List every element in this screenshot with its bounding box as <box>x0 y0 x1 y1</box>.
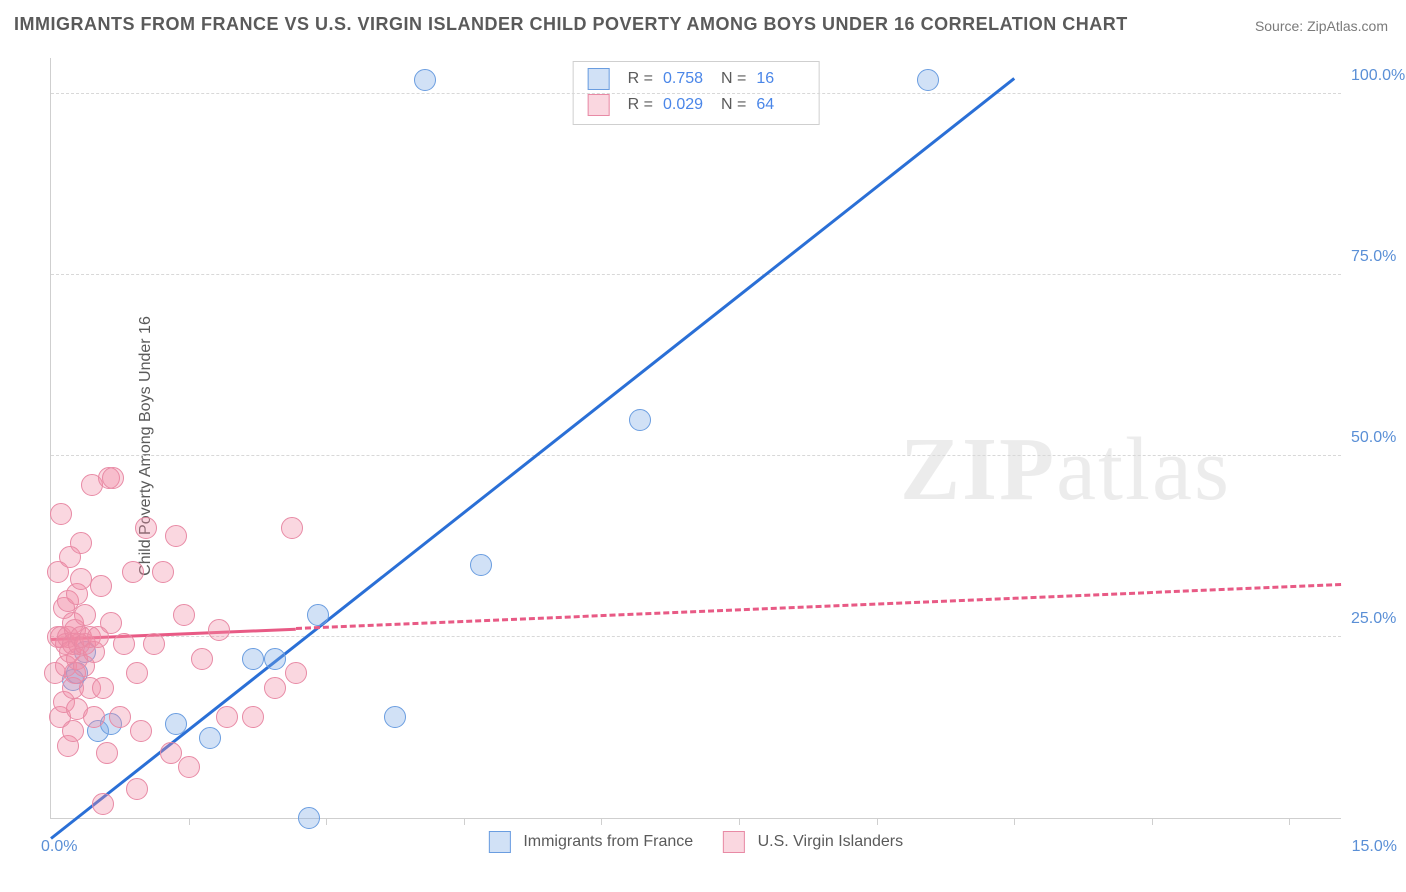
source-label: Source: ZipAtlas.com <box>1255 18 1388 34</box>
x-tick <box>1152 818 1153 825</box>
scatter-marker-usvi <box>70 532 92 554</box>
scatter-marker-france <box>199 727 221 749</box>
watermark: ZIPatlas <box>900 418 1231 521</box>
scatter-marker-usvi <box>109 706 131 728</box>
scatter-marker-usvi <box>178 756 200 778</box>
stats-row-usvi: R = 0.029 N = 64 <box>588 92 805 118</box>
scatter-marker-usvi <box>208 619 230 641</box>
grid-line <box>51 636 1341 637</box>
scatter-marker-france <box>917 69 939 91</box>
scatter-marker-usvi <box>191 648 213 670</box>
x-tick <box>1014 818 1015 825</box>
scatter-marker-france <box>264 648 286 670</box>
scatter-marker-usvi <box>143 633 165 655</box>
scatter-marker-usvi <box>281 517 303 539</box>
n-value-usvi: 64 <box>756 92 804 118</box>
x-tick <box>601 818 602 825</box>
scatter-marker-usvi <box>216 706 238 728</box>
trend-line <box>50 77 1015 839</box>
scatter-marker-france <box>307 604 329 626</box>
scatter-marker-usvi <box>165 525 187 547</box>
legend-item-france: Immigrants from France <box>489 831 693 853</box>
scatter-marker-usvi <box>113 633 135 655</box>
swatch-usvi-icon <box>723 831 745 853</box>
stats-row-france: R = 0.758 N = 16 <box>588 66 805 92</box>
scatter-marker-france <box>414 69 436 91</box>
scatter-marker-france <box>470 554 492 576</box>
scatter-marker-france <box>384 706 406 728</box>
x-max-label: 15.0% <box>1352 838 1397 856</box>
grid-line <box>51 93 1341 94</box>
trend-line <box>296 583 1341 630</box>
x-origin-label: 0.0% <box>41 838 77 856</box>
scatter-marker-france <box>629 409 651 431</box>
legend-label-usvi: U.S. Virgin Islanders <box>758 833 904 850</box>
legend-label-france: Immigrants from France <box>523 833 693 850</box>
x-tick <box>739 818 740 825</box>
legend-item-usvi: U.S. Virgin Islanders <box>723 831 903 853</box>
scatter-marker-usvi <box>130 720 152 742</box>
y-tick-label: 25.0% <box>1351 610 1406 628</box>
y-tick-label: 100.0% <box>1351 67 1406 85</box>
bottom-legend: Immigrants from France U.S. Virgin Islan… <box>489 831 903 853</box>
grid-line <box>51 274 1341 275</box>
x-tick <box>464 818 465 825</box>
scatter-marker-usvi <box>264 677 286 699</box>
scatter-marker-usvi <box>173 604 195 626</box>
scatter-marker-usvi <box>96 742 118 764</box>
swatch-usvi <box>588 94 610 116</box>
scatter-marker-usvi <box>135 517 157 539</box>
swatch-france-icon <box>489 831 511 853</box>
scatter-marker-france <box>242 648 264 670</box>
y-tick-label: 75.0% <box>1351 248 1406 266</box>
r-value-usvi: 0.029 <box>663 92 711 118</box>
scatter-marker-usvi <box>62 720 84 742</box>
plot-area: ZIPatlas R = 0.758 N = 16 R = 0.029 N = … <box>50 58 1341 819</box>
scatter-marker-usvi <box>100 612 122 634</box>
scatter-marker-usvi <box>102 467 124 489</box>
scatter-marker-usvi <box>242 706 264 728</box>
chart-title: IMMIGRANTS FROM FRANCE VS U.S. VIRGIN IS… <box>14 14 1128 35</box>
grid-line <box>51 455 1341 456</box>
scatter-marker-usvi <box>152 561 174 583</box>
swatch-france <box>588 68 610 90</box>
x-tick <box>877 818 878 825</box>
scatter-marker-usvi <box>126 662 148 684</box>
scatter-marker-usvi <box>70 568 92 590</box>
scatter-marker-usvi <box>126 778 148 800</box>
scatter-marker-france <box>165 713 187 735</box>
x-tick <box>326 818 327 825</box>
y-tick-label: 50.0% <box>1351 429 1406 447</box>
scatter-marker-france <box>298 807 320 829</box>
scatter-marker-usvi <box>83 706 105 728</box>
scatter-marker-usvi <box>92 793 114 815</box>
r-value-france: 0.758 <box>663 66 711 92</box>
scatter-marker-usvi <box>74 604 96 626</box>
scatter-marker-usvi <box>92 677 114 699</box>
scatter-marker-usvi <box>285 662 307 684</box>
scatter-marker-usvi <box>122 561 144 583</box>
x-tick <box>1289 818 1290 825</box>
n-value-france: 16 <box>756 66 804 92</box>
scatter-marker-usvi <box>50 503 72 525</box>
x-tick <box>189 818 190 825</box>
scatter-marker-usvi <box>90 575 112 597</box>
